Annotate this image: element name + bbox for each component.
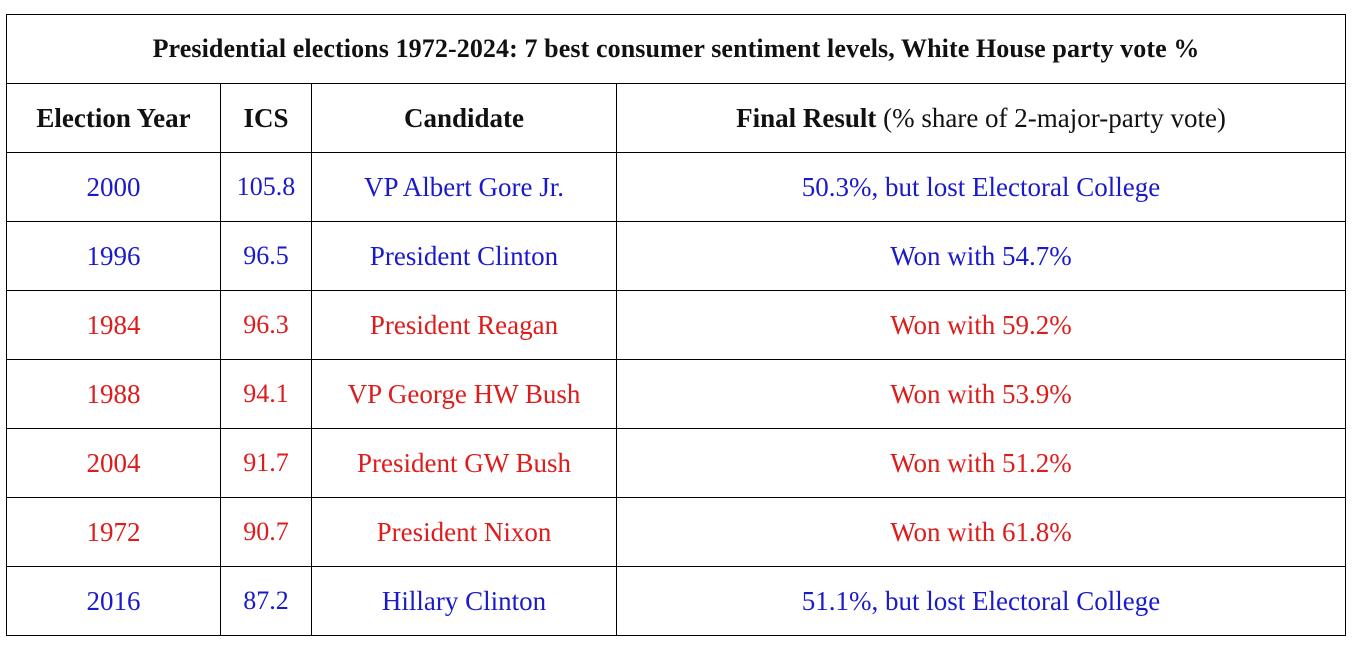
cell-candidate: President Nixon [311,497,617,567]
title-row: Presidential elections 1972-2024: 7 best… [5,14,1347,84]
header-election-year: Election Year [6,83,221,153]
table-title: Presidential elections 1972-2024: 7 best… [5,14,1347,84]
cell-candidate: President Clinton [311,221,617,291]
cell-ics: 94.1 [220,359,312,429]
table-row: 2016 87.2 Hillary Clinton 51.1%, but lost E… [6,566,1347,636]
header-ics: ICS [220,83,312,153]
cell-ics: 87.2 [220,566,312,636]
cell-final-result: Won with 51.2% [615,428,1347,498]
cell-election-year: 1972 [6,497,221,567]
table-row: 2004 91.7 President GW Bush Won with 51.2% [6,428,1347,498]
cell-final-result: Won with 54.7% [615,221,1347,291]
election-table-container: Presidential elections 1972-2024: 7 best… [5,14,1347,636]
cell-final-result: Won with 53.9% [615,359,1347,429]
cell-election-year: 1996 [6,221,221,291]
cell-election-year: 2004 [6,428,221,498]
cell-candidate: President GW Bush [311,428,617,498]
cell-final-result: 51.1%, but lost Electoral College [615,566,1347,636]
table-row: 1984 96.3 President Reagan Won with 59.2% [6,290,1347,360]
table-row: 1972 90.7 President Nixon Won with 61.8% [6,497,1347,567]
header-candidate: Candidate [311,83,617,153]
header-row: Election Year ICS Candidate Final Result… [6,83,1347,153]
cell-candidate: Hillary Clinton [311,566,617,636]
cell-election-year: 1988 [6,359,221,429]
cell-final-result: Won with 59.2% [615,290,1347,360]
table-row: 2000 105.8 VP Albert Gore Jr. 50.3%, but lo… [6,152,1347,222]
cell-ics: 105.8 [220,152,312,222]
cell-final-result: Won with 61.8% [615,497,1347,567]
cell-final-result: 50.3%, but lost Electoral College [615,152,1347,222]
cell-election-year: 2000 [6,152,221,222]
cell-ics: 96.3 [220,290,312,360]
cell-candidate: VP Albert Gore Jr. [311,152,617,222]
table-row: 1988 94.1 VP George HW Bush Won with 53.9% [6,359,1347,429]
cell-ics: 96.5 [220,221,312,291]
cell-candidate: President Reagan [311,290,617,360]
cell-ics: 90.7 [220,497,312,567]
table-body: 2000 105.8 VP Albert Gore Jr. 50.3%, but lo… [6,152,1347,636]
cell-candidate: VP George HW Bush [311,359,617,429]
cell-election-year: 2016 [6,566,221,636]
header-final-result: Final Result (% share of 2-major-party v… [615,83,1347,153]
header-final-result-bold: Final Result [736,102,877,133]
header-final-result-note: (% share of 2-major-party vote) [876,102,1226,133]
cell-election-year: 1984 [6,290,221,360]
cell-ics: 91.7 [220,428,312,498]
table-row: 1996 96.5 President Clinton Won with 54.7% [6,221,1347,291]
election-table: Presidential elections 1972-2024: 7 best… [5,14,1347,636]
